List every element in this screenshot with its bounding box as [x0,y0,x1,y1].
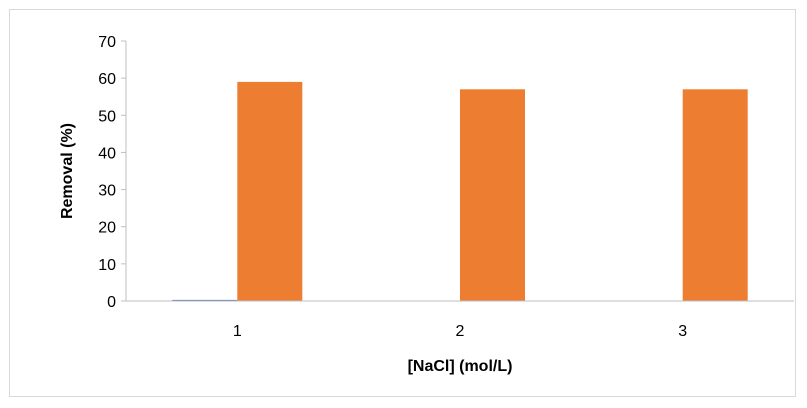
y-tick-label: 60 [98,71,116,88]
y-tick-label: 50 [98,108,116,125]
bar-1-1 [172,299,238,301]
y-axis-title: Removal (%) [59,123,76,219]
y-tick-label: 30 [98,183,116,200]
bar-2-1 [237,81,303,302]
x-tick-label: 2 [456,323,465,340]
bars [172,81,748,302]
y-tick-label: 20 [98,220,116,237]
y-tick-label: 10 [98,257,116,274]
y-tick-label: 40 [98,145,116,162]
x-tick-label: 1 [233,323,242,340]
x-tick-label: 3 [678,323,687,340]
x-axis-ticks: 1 2 3 [233,323,687,340]
y-axis-ticks: 0 10 20 30 40 50 60 70 [98,34,126,311]
y-tick-label: 70 [98,34,116,51]
chart-frame [9,9,796,397]
bar-2-2 [460,89,525,301]
bar-2-3 [682,89,748,301]
y-tick-label: 0 [107,294,116,311]
x-axis-title: [NaCl] (mol/L) [408,358,513,375]
